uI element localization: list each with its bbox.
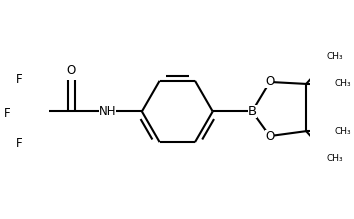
Text: O: O xyxy=(265,130,274,143)
Text: CH₃: CH₃ xyxy=(327,52,343,61)
Text: F: F xyxy=(16,73,23,86)
Text: F: F xyxy=(4,107,10,120)
Text: CH₃: CH₃ xyxy=(335,127,351,136)
Text: B: B xyxy=(247,105,257,118)
Text: CH₃: CH₃ xyxy=(327,154,343,163)
Text: CH₃: CH₃ xyxy=(335,79,351,88)
Text: F: F xyxy=(16,137,23,150)
Text: O: O xyxy=(67,64,76,77)
Text: O: O xyxy=(265,76,274,88)
Text: NH: NH xyxy=(99,105,116,118)
